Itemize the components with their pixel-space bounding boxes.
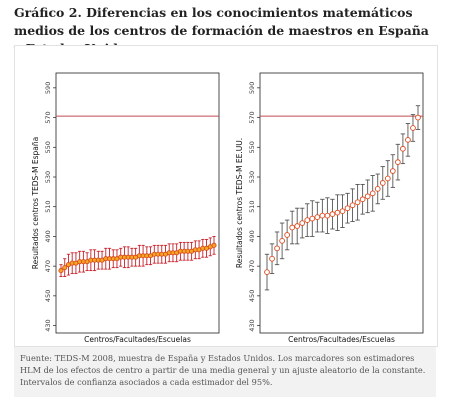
data-point	[324, 212, 331, 219]
y-axis-title: Resultados centros TEDS-M España	[31, 137, 40, 269]
data-point	[279, 238, 285, 244]
y-tick-label: 570	[248, 111, 256, 123]
data-point	[395, 159, 401, 165]
y-axis-title: Resultados centros TEDS-M EE.UU.	[235, 138, 244, 268]
data-point	[62, 265, 68, 271]
data-point	[379, 180, 386, 186]
plot-frame	[259, 72, 424, 334]
y-tick-label: 590	[44, 82, 52, 94]
data-point	[274, 245, 280, 252]
data-point	[415, 114, 421, 121]
y-tick-label: 430	[44, 319, 52, 331]
y-tick-label: 490	[44, 230, 52, 242]
data-point	[364, 193, 371, 200]
y-tick-label: 530	[248, 171, 256, 183]
data-point	[354, 199, 361, 206]
y-tick-label: 470	[248, 260, 256, 272]
y-tick-label: 570	[44, 111, 52, 123]
data-point	[264, 269, 270, 275]
data-point	[334, 209, 341, 216]
x-axis-title: Centros/Facultades/Escuelas	[288, 335, 395, 344]
data-point	[329, 211, 336, 217]
data-point	[289, 224, 296, 231]
data-point	[369, 190, 376, 197]
plot-frame	[55, 72, 220, 334]
y-tick-label: 510	[248, 201, 256, 213]
data-point	[339, 208, 346, 215]
data-point	[405, 137, 411, 143]
data-point	[349, 202, 356, 209]
data-point	[299, 220, 306, 226]
y-tick-label: 550	[248, 141, 256, 153]
data-point	[319, 212, 326, 219]
y-tick-label: 450	[248, 290, 256, 302]
chart-svg: 430 450 470 490 510 530 550 570 590 Resultados ce…	[31, 72, 424, 344]
y-tick-label: 590	[248, 82, 256, 94]
y-tick-label: 470	[44, 260, 52, 272]
data-point	[309, 215, 316, 222]
y-tick-label: 430	[248, 319, 256, 331]
figure-caption: Fuente: TEDS-M 2008, muestra de España y…	[14, 347, 436, 397]
data-point	[389, 168, 396, 174]
data-point	[314, 214, 321, 220]
data-point	[410, 125, 416, 131]
data-point	[269, 255, 275, 262]
data-point	[400, 145, 406, 152]
data-point	[344, 205, 351, 212]
data-point	[211, 242, 217, 248]
data-point	[384, 175, 391, 182]
data-point	[58, 268, 64, 274]
y-tick-label: 530	[44, 171, 52, 183]
y-tick-label: 550	[44, 141, 52, 153]
x-axis-title: Centros/Facultades/Escuelas	[84, 335, 191, 344]
figure-panel: 430 450 470 490 510 530 550 570 590 Resultados ce…	[14, 45, 438, 347]
data-point	[304, 217, 311, 223]
y-tick-label: 450	[44, 290, 52, 302]
data-point	[284, 232, 290, 238]
y-tick-label: 490	[248, 230, 256, 242]
y-tick-label: 510	[44, 201, 52, 213]
data-point	[294, 223, 301, 229]
data-point	[374, 186, 381, 192]
data-point	[359, 196, 366, 203]
